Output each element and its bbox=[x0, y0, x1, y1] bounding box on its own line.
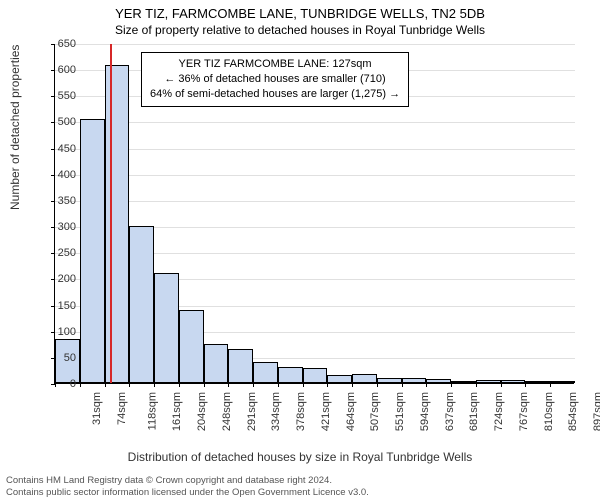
xtick-mark bbox=[278, 383, 279, 387]
xtick-label: 334sqm bbox=[270, 392, 282, 431]
xtick-label: 31sqm bbox=[91, 392, 103, 425]
xtick-mark bbox=[253, 383, 254, 387]
xtick-mark bbox=[204, 383, 205, 387]
xtick-mark bbox=[154, 383, 155, 387]
gridline bbox=[55, 44, 575, 45]
xtick-label: 248sqm bbox=[221, 392, 233, 431]
callout-box: YER TIZ FARMCOMBE LANE: 127sqm← 36% of d… bbox=[141, 52, 409, 107]
xtick-label: 421sqm bbox=[320, 392, 332, 431]
ytick-label: 150 bbox=[36, 300, 76, 312]
histogram-bar bbox=[402, 378, 427, 383]
ytick-label: 200 bbox=[36, 273, 76, 285]
xtick-mark bbox=[129, 383, 130, 387]
footer: Contains HM Land Registry data © Crown c… bbox=[6, 475, 369, 498]
xtick-label: 464sqm bbox=[345, 392, 357, 431]
chart-container: YER TIZ, FARMCOMBE LANE, TUNBRIDGE WELLS… bbox=[0, 0, 600, 500]
gridline bbox=[55, 201, 575, 202]
histogram-bar bbox=[253, 362, 278, 383]
ytick-label: 500 bbox=[36, 116, 76, 128]
ytick-label: 50 bbox=[36, 352, 76, 364]
plot-area: YER TIZ FARMCOMBE LANE: 127sqm← 36% of d… bbox=[54, 44, 574, 384]
xtick-label: 767sqm bbox=[518, 392, 530, 431]
histogram-bar bbox=[501, 380, 526, 383]
ytick-label: 650 bbox=[36, 38, 76, 50]
ytick-label: 250 bbox=[36, 247, 76, 259]
histogram-bar bbox=[550, 381, 575, 383]
gridline bbox=[55, 175, 575, 176]
xtick-mark bbox=[501, 383, 502, 387]
xtick-label: 118sqm bbox=[146, 392, 158, 430]
xtick-mark bbox=[228, 383, 229, 387]
histogram-bar bbox=[352, 374, 377, 383]
xtick-mark bbox=[327, 383, 328, 387]
histogram-bar bbox=[228, 349, 253, 383]
ytick-label: 350 bbox=[36, 195, 76, 207]
histogram-bar bbox=[179, 310, 204, 383]
ytick-label: 600 bbox=[36, 64, 76, 76]
ytick-label: 400 bbox=[36, 169, 76, 181]
xtick-mark bbox=[451, 383, 452, 387]
chart-title-line1: YER TIZ, FARMCOMBE LANE, TUNBRIDGE WELLS… bbox=[0, 0, 600, 23]
footer-line2: Contains public sector information licen… bbox=[6, 487, 369, 498]
callout-line: YER TIZ FARMCOMBE LANE: 127sqm bbox=[150, 57, 400, 72]
callout-line: ← 36% of detached houses are smaller (71… bbox=[150, 72, 400, 87]
histogram-bar bbox=[451, 381, 476, 383]
histogram-bar bbox=[80, 119, 105, 383]
gridline bbox=[55, 122, 575, 123]
xtick-mark bbox=[476, 383, 477, 387]
xtick-mark bbox=[402, 383, 403, 387]
ytick-label: 300 bbox=[36, 221, 76, 233]
ytick-label: 450 bbox=[36, 143, 76, 155]
xtick-mark bbox=[550, 383, 551, 387]
histogram-bar bbox=[154, 273, 179, 383]
histogram-bar bbox=[204, 344, 229, 383]
xtick-label: 74sqm bbox=[116, 392, 128, 425]
reference-line bbox=[110, 44, 112, 383]
histogram-bar bbox=[377, 378, 402, 383]
gridline bbox=[55, 149, 575, 150]
xtick-label: 854sqm bbox=[568, 392, 580, 431]
xtick-label: 897sqm bbox=[592, 392, 600, 431]
xtick-mark bbox=[105, 383, 106, 387]
xtick-label: 291sqm bbox=[246, 392, 258, 431]
ytick-label: 100 bbox=[36, 326, 76, 338]
histogram-bar bbox=[476, 380, 501, 383]
xtick-mark bbox=[377, 383, 378, 387]
xtick-mark bbox=[80, 383, 81, 387]
xtick-label: 161sqm bbox=[171, 392, 183, 431]
xtick-label: 810sqm bbox=[543, 392, 555, 431]
histogram-bar bbox=[105, 65, 130, 383]
histogram-bar bbox=[303, 368, 328, 383]
xtick-label: 204sqm bbox=[196, 392, 208, 431]
xtick-label: 551sqm bbox=[394, 392, 406, 431]
xtick-label: 681sqm bbox=[469, 392, 481, 431]
x-axis-label: Distribution of detached houses by size … bbox=[0, 450, 600, 464]
chart-title-line2: Size of property relative to detached ho… bbox=[0, 23, 600, 41]
xtick-label: 637sqm bbox=[444, 392, 456, 431]
xtick-label: 378sqm bbox=[295, 392, 307, 431]
ytick-label: 550 bbox=[36, 90, 76, 102]
histogram-bar bbox=[327, 375, 352, 383]
xtick-label: 594sqm bbox=[419, 392, 431, 431]
histogram-bar bbox=[278, 367, 303, 383]
xtick-mark bbox=[352, 383, 353, 387]
xtick-label: 724sqm bbox=[493, 392, 505, 431]
callout-line: 64% of semi-detached houses are larger (… bbox=[150, 87, 400, 102]
xtick-label: 507sqm bbox=[370, 392, 382, 431]
xtick-mark bbox=[525, 383, 526, 387]
xtick-mark bbox=[179, 383, 180, 387]
histogram-bar bbox=[129, 226, 154, 383]
histogram-bar bbox=[426, 379, 451, 383]
xtick-mark bbox=[303, 383, 304, 387]
xtick-mark bbox=[426, 383, 427, 387]
ytick-label: 0 bbox=[36, 378, 76, 390]
y-axis-label: Number of detached properties bbox=[8, 45, 22, 210]
footer-line1: Contains HM Land Registry data © Crown c… bbox=[6, 475, 369, 486]
histogram-bar bbox=[525, 381, 550, 383]
